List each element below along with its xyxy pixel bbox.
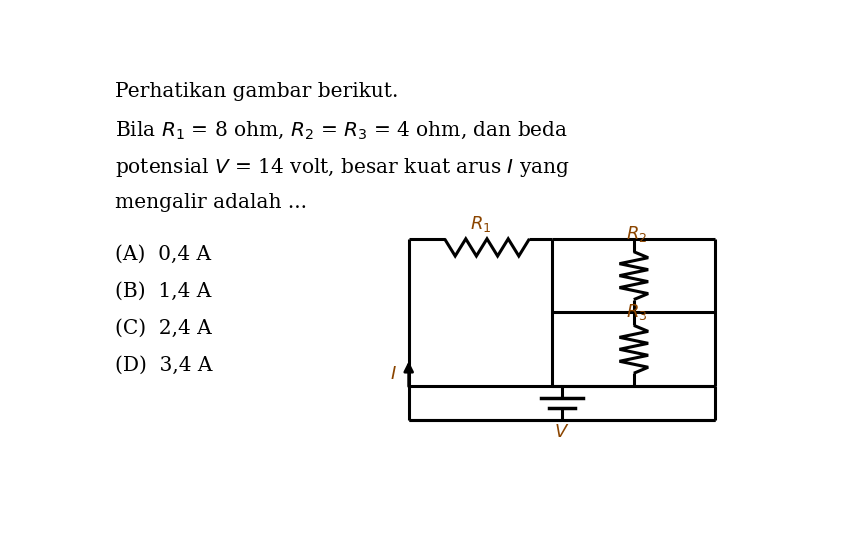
Text: (C)  2,4 A: (C) 2,4 A	[115, 319, 212, 338]
Text: Bila $R_1$ = 8 ohm, $R_2$ = $R_3$ = 4 ohm, dan beda: Bila $R_1$ = 8 ohm, $R_2$ = $R_3$ = 4 oh…	[115, 119, 568, 141]
Text: (D)  3,4 A: (D) 3,4 A	[115, 355, 212, 374]
Text: $V$: $V$	[554, 423, 570, 441]
Text: Perhatikan gambar berikut.: Perhatikan gambar berikut.	[115, 82, 398, 102]
Text: $I$: $I$	[390, 365, 397, 383]
Text: $R_3$: $R_3$	[626, 302, 647, 323]
Text: (A)  0,4 A: (A) 0,4 A	[115, 245, 211, 264]
Text: $R_1$: $R_1$	[470, 214, 491, 234]
Text: mengalir adalah ...: mengalir adalah ...	[115, 193, 307, 212]
Text: $R_2$: $R_2$	[626, 224, 647, 244]
Text: (B)  1,4 A: (B) 1,4 A	[115, 282, 211, 301]
Text: potensial $V$ = 14 volt, besar kuat arus $I$ yang: potensial $V$ = 14 volt, besar kuat arus…	[115, 156, 570, 179]
